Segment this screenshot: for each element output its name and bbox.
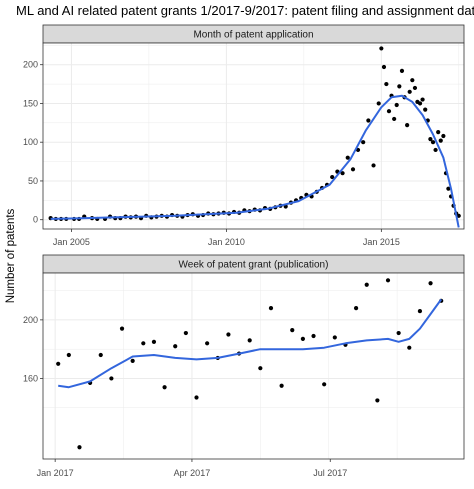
panels: Month of patent application 0 50 100 150 200 J… <box>23 24 465 478</box>
y-tick-label: 100 <box>23 137 38 147</box>
data-point <box>430 140 436 145</box>
data-point <box>322 382 327 387</box>
data-point <box>438 138 443 143</box>
data-point <box>366 118 371 123</box>
y-tick-label: 50 <box>28 176 38 186</box>
data-point <box>340 171 345 176</box>
data-point <box>98 352 103 358</box>
data-point <box>417 308 423 314</box>
data-point <box>420 97 425 102</box>
data-point <box>456 213 461 218</box>
data-point <box>141 341 146 346</box>
data-point <box>119 326 125 331</box>
x-tick-label: Jan 2015 <box>363 237 400 247</box>
data-point <box>375 398 380 403</box>
smooth-trend-line <box>58 298 443 389</box>
data-point <box>77 445 82 450</box>
data-point <box>394 102 399 108</box>
data-point <box>397 84 402 89</box>
data-point <box>436 130 441 135</box>
data-point <box>56 361 61 366</box>
data-point <box>405 123 410 128</box>
data-point <box>353 306 359 311</box>
facet-strip-label: Month of patent application <box>193 30 313 41</box>
data-point <box>407 345 412 350</box>
data-point <box>194 395 199 400</box>
data-point <box>428 137 433 142</box>
smooth-trend-line <box>50 94 460 228</box>
x-tick-label: Jul 2017 <box>313 468 347 478</box>
data-point <box>311 333 316 339</box>
data-point <box>376 101 381 106</box>
data-point <box>350 167 356 172</box>
y-axis-label: Number of patents <box>5 208 17 303</box>
data-point <box>441 133 446 139</box>
y-tick-label: 200 <box>23 60 38 70</box>
data-point <box>345 155 350 160</box>
panel-border <box>42 42 465 230</box>
data-point <box>412 85 418 91</box>
panel-border <box>42 272 465 460</box>
data-point <box>379 46 384 51</box>
panel-2: Week of patent grant (publication) 160 200… <box>23 254 465 478</box>
data-point <box>205 341 210 346</box>
x-tick-label: Jan 2005 <box>53 237 90 247</box>
data-point <box>392 116 397 122</box>
data-point <box>66 352 71 358</box>
data-point <box>433 147 438 153</box>
data-point <box>247 338 252 343</box>
x-tick-label: Jan 2010 <box>208 237 245 247</box>
y-tick-label: 160 <box>23 373 38 383</box>
panel-1: Month of patent application 0 50 100 150 200 J… <box>23 24 465 247</box>
data-point <box>417 101 423 106</box>
data-point <box>399 68 405 73</box>
data-point <box>385 278 391 283</box>
panel-background <box>43 273 464 459</box>
data-point <box>428 281 433 286</box>
data-point <box>446 186 451 191</box>
data-point <box>109 376 114 381</box>
data-point <box>386 109 392 114</box>
data-point <box>396 330 401 336</box>
data-point <box>130 358 135 363</box>
facet-strip-label: Week of patent grant (publication) <box>179 260 329 271</box>
data-point <box>226 332 231 337</box>
data-point <box>183 330 188 336</box>
data-point <box>332 335 337 340</box>
panel-background <box>43 43 464 229</box>
chart-title: ML and AI related patent grants 1/2017-9… <box>16 3 474 18</box>
data-point <box>268 306 274 311</box>
x-tick-label: Jan 2017 <box>37 468 74 478</box>
data-point <box>279 383 284 388</box>
data-point <box>290 328 295 333</box>
data-point <box>361 140 366 145</box>
gridlines <box>43 43 464 229</box>
data-point <box>371 163 376 168</box>
data-point <box>151 339 157 344</box>
data-point <box>364 282 369 287</box>
data-point <box>330 174 335 180</box>
data-point <box>384 81 389 87</box>
y-tick-label: 200 <box>23 315 38 325</box>
data-point <box>381 64 387 70</box>
data-point <box>258 366 263 371</box>
data-point <box>410 78 415 83</box>
y-tick-label: 0 <box>33 215 38 225</box>
data-point <box>407 89 412 94</box>
y-tick-label: 150 <box>23 98 38 108</box>
data-point <box>173 344 178 349</box>
data-point <box>423 107 428 112</box>
x-tick-label: Apr 2017 <box>174 468 211 478</box>
data-point <box>162 385 167 390</box>
data-point <box>300 336 305 342</box>
